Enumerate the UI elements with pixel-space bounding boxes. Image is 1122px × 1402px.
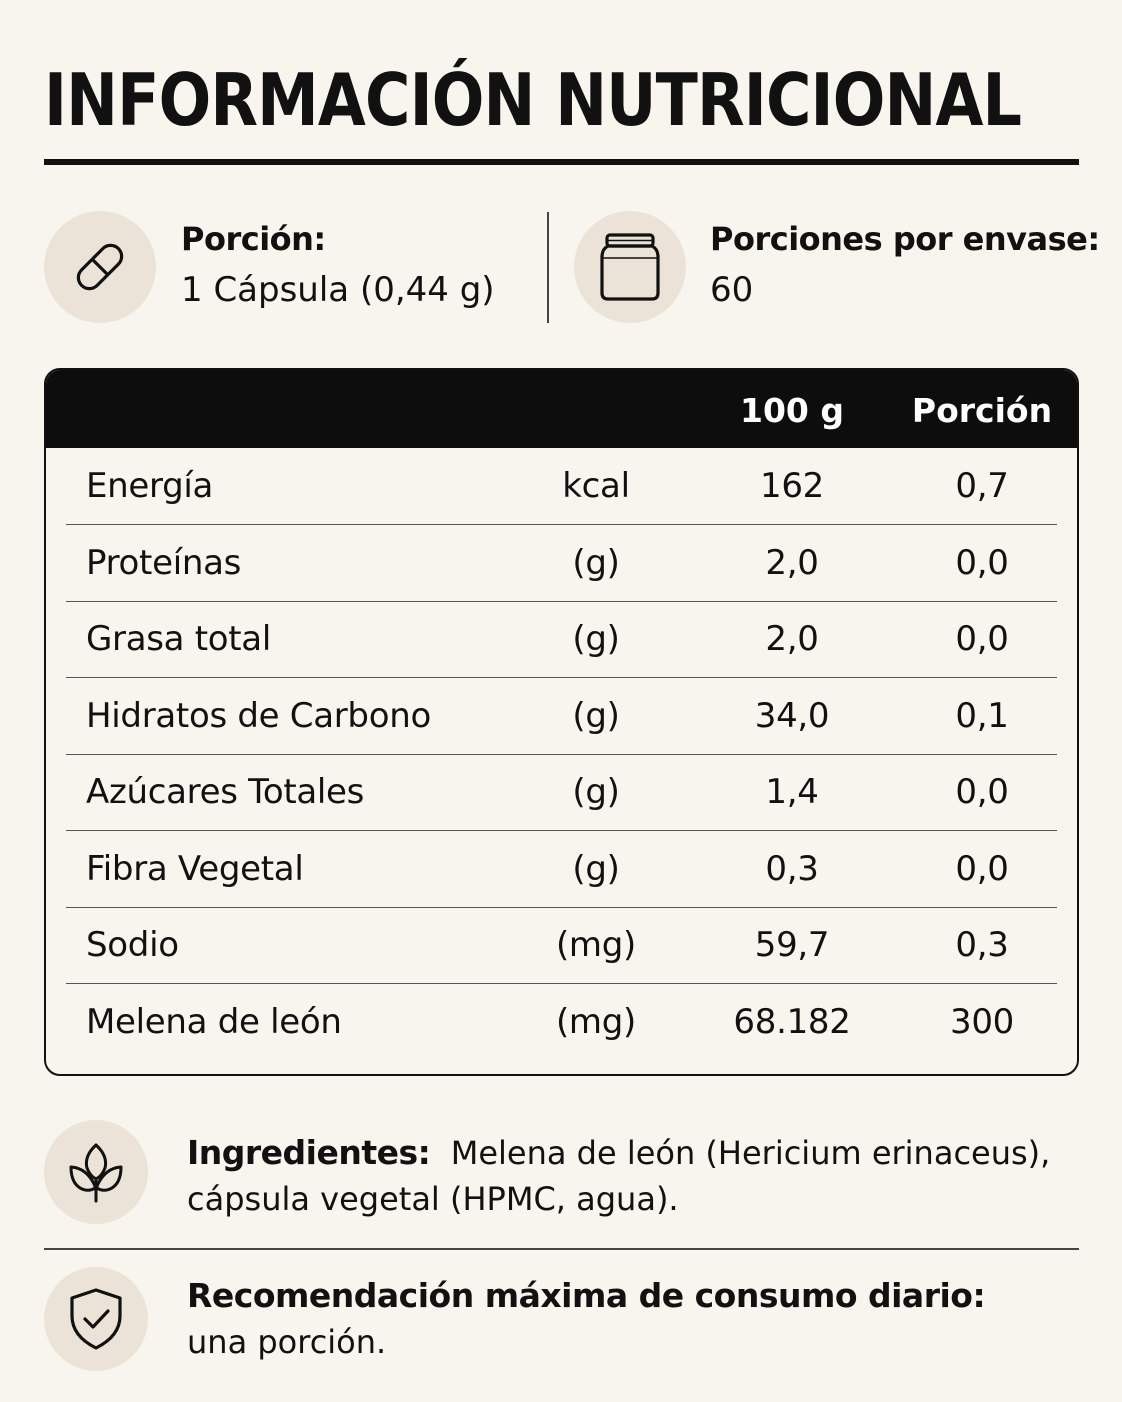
table-row: Azúcares Totales (g) 1,4 0,0 — [66, 754, 1057, 831]
table-row: Fibra Vegetal (g) 0,3 0,0 — [66, 831, 1057, 908]
jar-icon — [600, 233, 660, 301]
nutrient-unit: (mg) — [555, 1002, 637, 1042]
table-row: Sodio (mg) 59,7 0,3 — [66, 907, 1057, 984]
recommendation-value: una porción. — [187, 1323, 387, 1361]
value-per-serving: 0,0 — [955, 543, 1009, 583]
value-per-100g: 59,7 — [754, 925, 830, 965]
nutrient-unit: kcal — [562, 466, 630, 506]
value-per-serving: 0,1 — [955, 696, 1009, 736]
nutrient-unit: (g) — [572, 543, 620, 583]
serving-label: Porción: — [181, 220, 326, 258]
value-per-serving: 0,0 — [955, 849, 1009, 889]
recommendation-label: Recomendación máxima de consumo diario: — [187, 1276, 986, 1315]
nutrient-unit: (g) — [572, 849, 620, 889]
value-per-serving: 300 — [950, 1002, 1014, 1042]
capsule-icon-badge — [44, 211, 156, 323]
column-header-serving: Porción — [911, 391, 1053, 430]
shield-icon-badge — [44, 1267, 148, 1371]
value-per-100g: 162 — [760, 466, 824, 506]
value-per-100g: 34,0 — [754, 696, 830, 736]
nutrient-unit: (g) — [572, 772, 620, 812]
table-header: 100 g Porción — [46, 370, 1077, 448]
nutrient-unit: (g) — [572, 619, 620, 659]
value-per-100g: 68.182 — [733, 1002, 851, 1042]
table-row: Energía kcal 162 0,7 — [66, 448, 1057, 525]
nutrient-name: Melena de león — [86, 1002, 342, 1042]
nutrient-name: Energía — [86, 466, 214, 506]
nutrient-name: Grasa total — [86, 619, 271, 659]
nutrient-name: Hidratos de Carbono — [86, 696, 431, 736]
jar-icon-badge — [574, 211, 686, 323]
info-divider — [547, 212, 549, 323]
capsule-icon — [76, 243, 124, 291]
table-row: Melena de león (mg) 68.182 300 — [66, 984, 1057, 1060]
column-header-100g: 100 g — [740, 391, 844, 430]
value-per-serving: 0,7 — [955, 466, 1009, 506]
ingredients-line-1: Melena de león (Hericium erinaceus), — [450, 1134, 1051, 1172]
plant-leaves-icon — [69, 1143, 123, 1203]
plant-icon-badge — [44, 1120, 148, 1224]
table-row: Grasa total (g) 2,0 0,0 — [66, 601, 1057, 678]
value-per-100g: 2,0 — [765, 543, 819, 583]
ingredients-label: Ingredientes: — [187, 1133, 431, 1172]
page-title: INFORMACIÓN NUTRICIONAL — [44, 58, 1022, 142]
value-per-serving: 0,3 — [955, 925, 1009, 965]
nutrient-unit: (mg) — [555, 925, 637, 965]
shield-check-icon — [70, 1288, 122, 1350]
serving-value: 1 Cápsula (0,44 g) — [181, 270, 495, 310]
nutrient-name: Fibra Vegetal — [86, 849, 304, 889]
servings-per-container-label: Porciones por envase: — [710, 220, 1100, 258]
value-per-100g: 1,4 — [765, 772, 819, 812]
nutrient-name: Azúcares Totales — [86, 772, 365, 812]
servings-per-container-value: 60 — [710, 270, 754, 310]
table-row: Hidratos de Carbono (g) 34,0 0,1 — [66, 678, 1057, 755]
value-per-100g: 0,3 — [765, 849, 819, 889]
value-per-serving: 0,0 — [955, 619, 1009, 659]
recommendation-text: Recomendación máxima de consumo diario: … — [187, 1273, 1067, 1365]
nutrient-name: Sodio — [86, 925, 179, 965]
nutrient-unit: (g) — [572, 696, 620, 736]
nutrient-name: Proteínas — [86, 543, 242, 583]
table-row: Proteínas (g) 2,0 0,0 — [66, 525, 1057, 602]
nutrition-table: 100 g Porción Energía kcal 162 0,7 Prote… — [44, 368, 1079, 1076]
ingredients-text: Ingredientes: Melena de león (Hericium e… — [187, 1130, 1067, 1222]
value-per-100g: 2,0 — [765, 619, 819, 659]
section-divider — [44, 1248, 1079, 1250]
ingredients-line-2: cápsula vegetal (HPMC, agua). — [187, 1180, 679, 1218]
value-per-serving: 0,0 — [955, 772, 1009, 812]
title-divider — [44, 159, 1079, 165]
